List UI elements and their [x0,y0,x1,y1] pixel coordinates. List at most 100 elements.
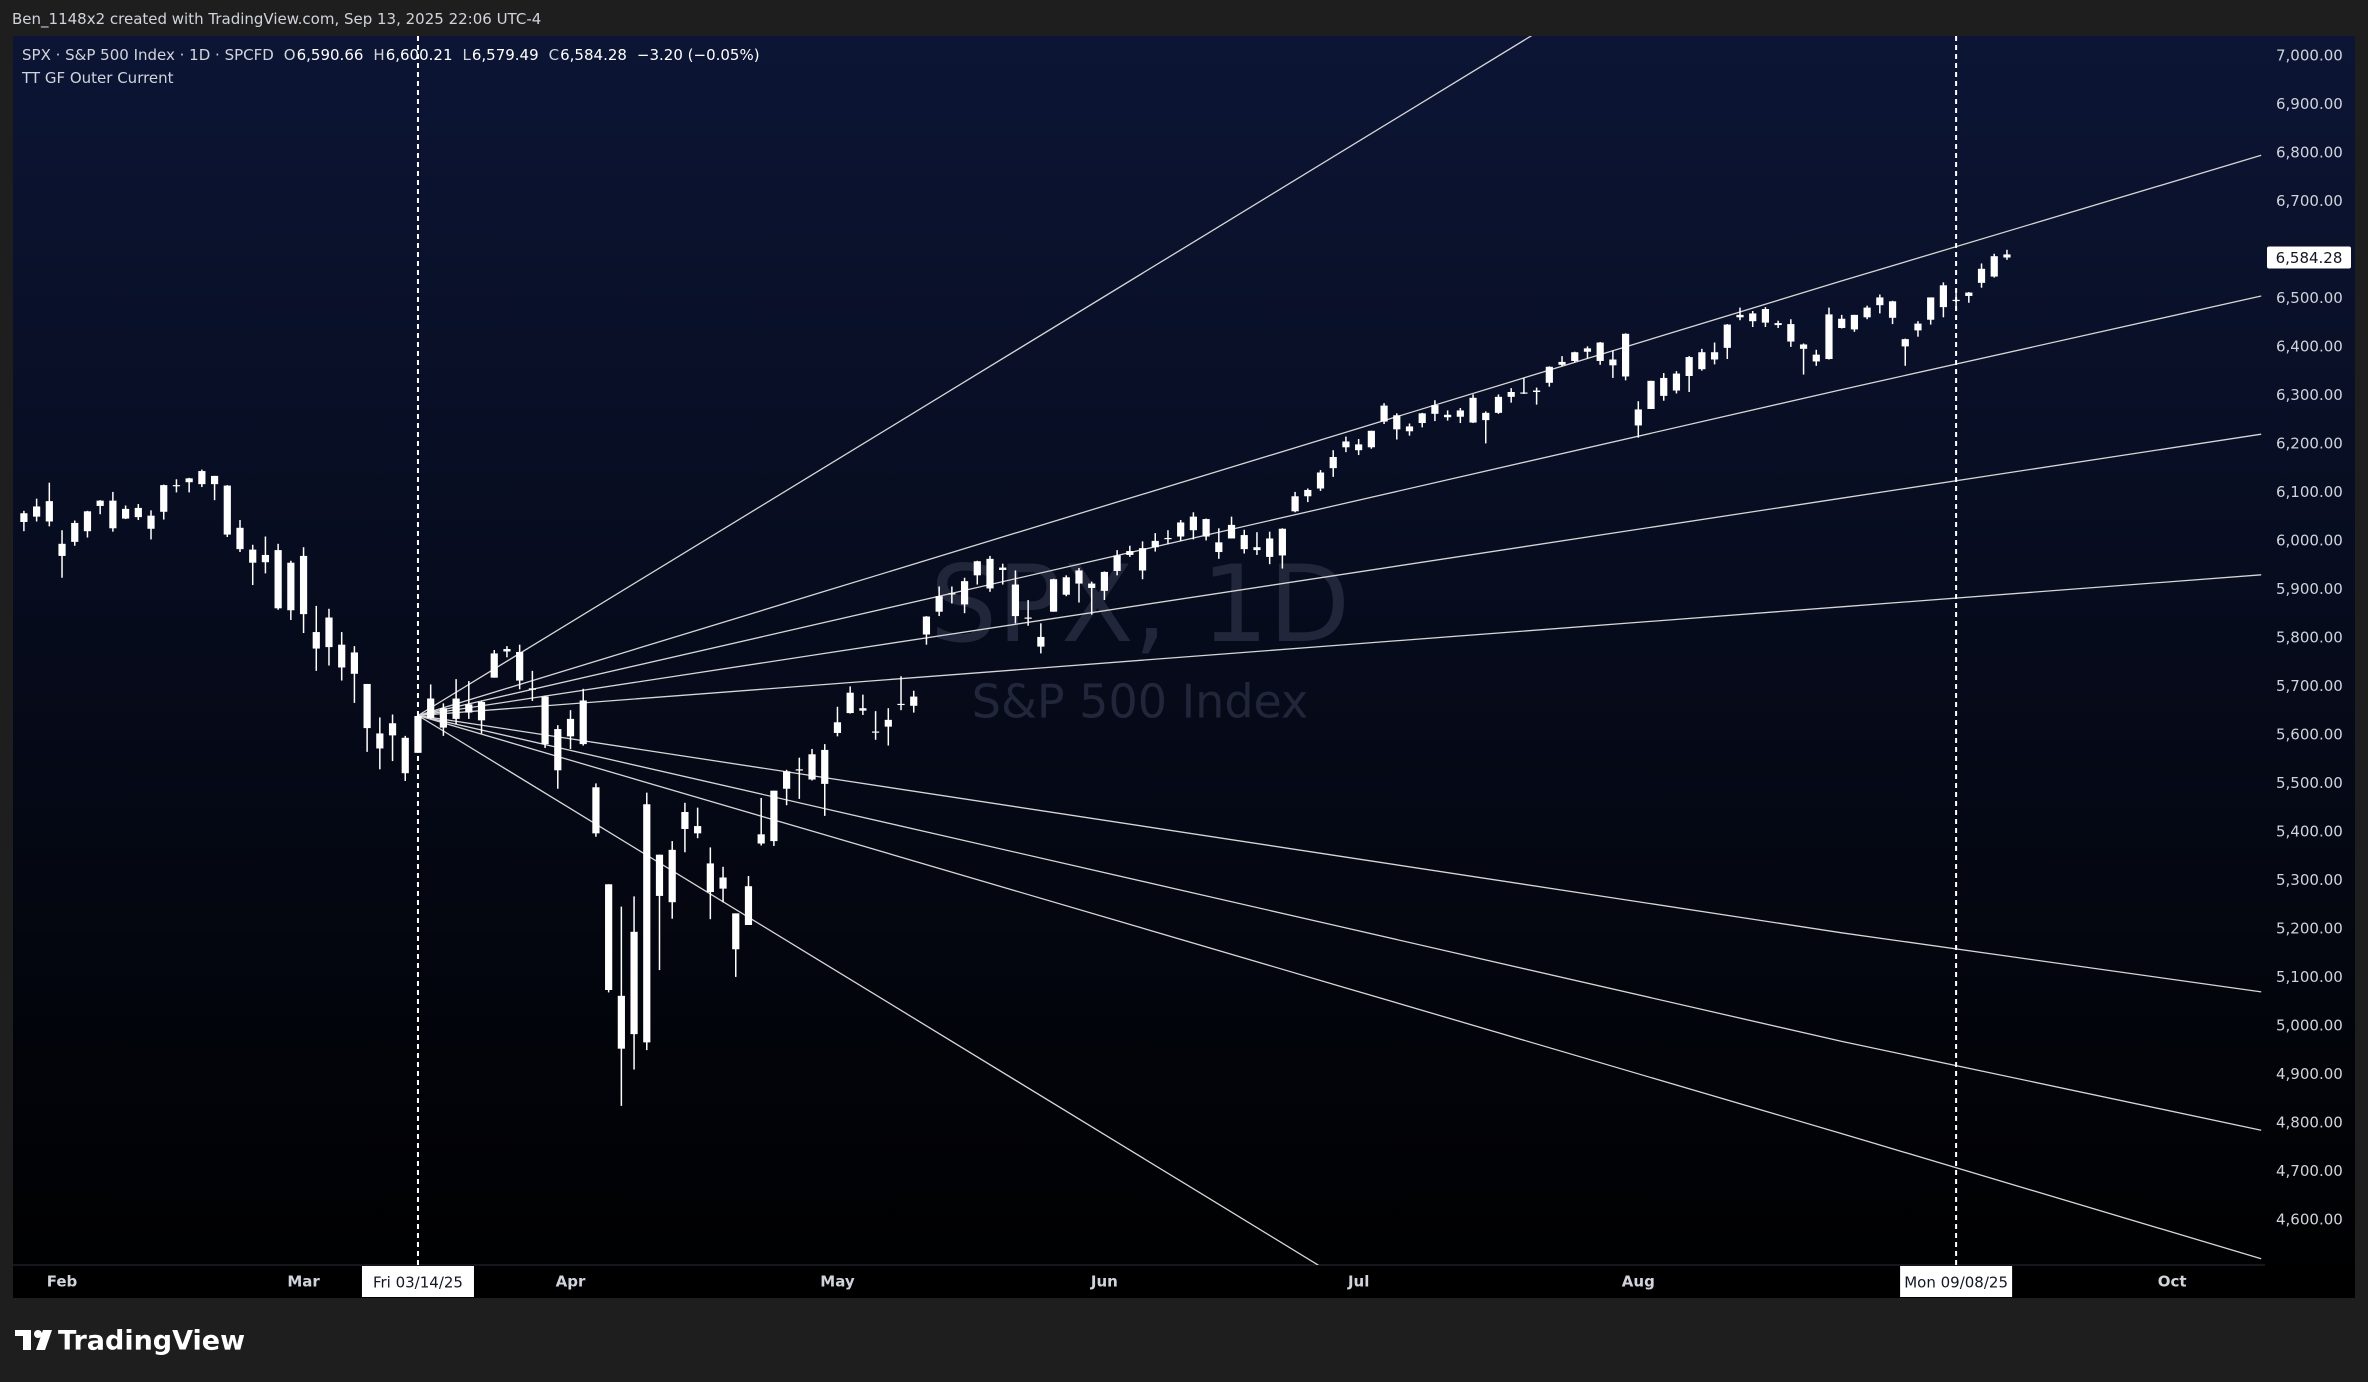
candle-body [490,653,498,678]
y-tick-label: 6,200.00 [2276,434,2343,452]
candle-body [274,550,282,609]
candle-body [1342,441,1350,448]
y-tick-label: 6,300.00 [2276,386,2343,404]
candle-body [859,708,867,711]
close-value: 6,584.28 [560,46,627,64]
candle-body [121,508,130,519]
candle-body [554,729,562,771]
marker-label-box [1900,1266,2013,1297]
y-tick-label: 4,600.00 [2276,1210,2343,1228]
indicator-line [417,714,1320,1265]
indicator-name: TT GF Outer Current [22,69,174,87]
candle-body [579,700,587,745]
candle-body [922,616,931,635]
candle-body [363,683,371,729]
candle-body [960,581,969,605]
candle-body [1291,496,1299,512]
y-tick-label: 6,000.00 [2276,531,2343,549]
last-price-box [2267,246,2351,269]
candle-body [655,854,664,896]
candle-body [71,522,79,542]
candle-body [770,790,778,842]
candle-body [1304,489,1312,497]
candle-body [1812,354,1820,362]
candle-body [45,501,53,522]
indicator-line [417,714,2262,1131]
candle-body [1278,528,1286,556]
indicator-line [417,714,2262,1260]
candle-body [1355,444,1363,451]
chart-background [13,36,2355,1298]
candle-body [1482,412,1490,421]
candle-body [1151,540,1159,548]
candle-body [1367,430,1375,448]
candle-body [427,698,435,718]
candle-body [261,554,270,563]
candle-body [668,849,676,903]
candle-body [783,771,791,789]
candle-body [643,804,651,1043]
y-tick-label: 5,000.00 [2276,1016,2343,1034]
y-tick-label: 5,600.00 [2276,725,2343,743]
candle-body [973,561,981,576]
candle-body [935,596,943,612]
candle-body [681,812,689,829]
candle-body [1444,414,1452,418]
candle-body [1011,584,1020,617]
y-tick-label: 6,100.00 [2276,483,2343,501]
candle-body [1100,571,1109,591]
y-tick-label: 5,700.00 [2276,677,2343,695]
watermark-subtitle: S&P 500 Index [972,675,1309,729]
candle-body [694,826,702,834]
candle-body [287,562,295,611]
marker-label: Fri 03/14/25 [373,1274,463,1292]
y-tick-label: 7,000.00 [2276,46,2343,64]
candle-body [350,652,359,674]
candle-body [1266,538,1274,557]
candle-body [1418,413,1426,424]
x-tick-label: May [820,1273,855,1291]
candle-body [325,617,333,648]
candle-body [477,701,486,721]
candle-body [439,708,447,728]
indicator-line [417,714,2262,993]
symbol: SPX · S&P 500 Index · 1D · SPCFD [22,46,274,64]
symbol-legend: SPX · S&P 500 Index · 1D · SPCFD O6,590.6… [22,46,770,64]
candle-body [1571,352,1579,361]
y-tick-label: 5,900.00 [2276,580,2343,598]
candle-body [1037,636,1045,647]
axes: 4,600.00 4,700.00 4,800.00 4,900.00 5,000.00… [47,46,2351,1297]
candle-body [299,555,308,615]
y-tick-label: 5,800.00 [2276,628,2343,646]
y-tick-label: 6,400.00 [2276,337,2343,355]
candle-body [1850,314,1859,330]
candle-body [1723,324,1731,348]
candle-body [541,696,549,745]
candle-body [1533,390,1541,392]
candle-body [719,877,727,889]
candle-body [1049,579,1058,612]
candle-body [1227,524,1236,539]
candle-body [1736,314,1744,318]
candle-body [744,886,753,926]
candle-body [1164,537,1172,540]
candle-body [1253,547,1261,551]
candle-body [1647,380,1655,409]
candle-body [1609,359,1617,366]
candle-body [465,704,473,713]
candle-body [1901,339,1909,347]
candle-body [147,515,155,529]
candle-body [910,696,918,706]
candle-body [83,511,92,532]
logo-shape [36,1330,52,1350]
low-label: L [462,46,471,64]
candle-body [1927,297,1935,320]
candle-body [1914,323,1922,331]
y-tick-label: 5,100.00 [2276,968,2343,986]
candle-body [1138,548,1147,571]
candle-body [1431,405,1439,414]
logo-shape [34,1330,42,1338]
candle-body [58,543,66,556]
